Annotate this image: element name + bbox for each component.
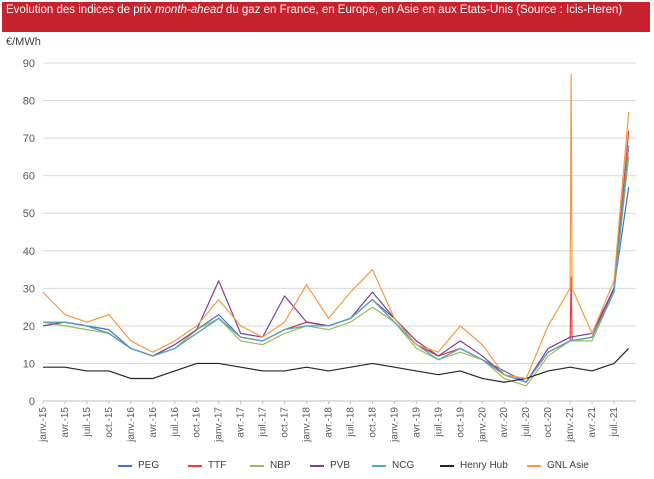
legend-label: GNL Asie [547,460,589,471]
series-line-ncg [43,145,630,383]
y-tick-label-0: 0 [29,396,35,408]
x-tick-label-juil.-21: juil.-21 [609,407,620,438]
y-tick-label-20: 20 [23,321,35,333]
legend-swatch [250,464,264,467]
x-tick-label-janv.-19: janv.-19 [389,407,400,443]
series-line-peg [43,186,630,383]
legend-item-pvb: PVB [310,460,350,471]
legend-swatch [118,464,132,467]
legend-label: PEG [138,460,160,471]
legend: PEG TTF NBP PVB NCG Henry Hub GNL Asie [0,460,654,474]
series-line-henry-hub [43,348,630,383]
x-tick-label-juil.-15: juil.-15 [82,407,93,438]
legend-label: NCG [392,460,415,471]
x-tick-label-avr.-16: avr.-16 [148,407,159,438]
series-line-nbp [42,156,630,387]
y-tick-label-90: 90 [23,58,35,70]
x-tick-label-oct.-16: oct.-16 [192,407,203,438]
legend-swatch [440,464,454,467]
x-tick-label-juil.-18: juil.-18 [345,407,356,438]
legend-swatch [372,464,386,467]
x-tick-label-oct.-15: oct.-15 [104,407,115,438]
y-tick-label-70: 70 [23,133,35,145]
x-tick-label-avr.-15: avr.-15 [60,407,71,438]
x-tick-label-janv.-20: janv.-20 [477,407,488,443]
x-tick-label-oct.-19: oct.-19 [455,407,466,438]
x-tick-label-juil.-20: juil.-20 [521,407,532,438]
x-tick-label-juil.-19: juil.-19 [433,407,444,438]
legend-item-henry-hub: Henry Hub [440,460,508,471]
legend-label: TTF [208,460,227,471]
series-line-gnl-asie [42,73,630,380]
chart-title: Evolution des indices de prix month-ahea… [2,2,650,32]
legend-label: Henry Hub [460,460,508,471]
chart-title-prefix: Evolution des indices de prix [6,4,155,16]
legend-item-gnl-asie: GNL Asie [527,460,589,471]
chart-title-suffix: du gaz en France, en Europe, en Asie en … [222,4,623,16]
x-tick-label-janv.-21: janv.-21 [565,407,576,443]
legend-item-ncg: NCG [372,460,414,471]
x-tick-label-avr.-19: avr.-19 [411,407,422,438]
x-tick-label-avr.-21: avr.-21 [587,407,598,438]
legend-swatch [188,464,202,467]
x-tick-label-oct.-18: oct.-18 [367,407,378,438]
legend-item-nbp: NBP [250,460,291,471]
x-tick-label-janv.-16: janv.-16 [126,407,137,443]
legend-swatch [310,464,324,467]
legend-swatch [527,464,541,467]
legend-item-ttf: TTF [188,460,226,471]
x-tick-label-janv.-15: janv.-15 [38,407,49,443]
legend-label: NBP [270,460,291,471]
y-axis-unit: €/MWh [6,36,41,48]
chart-title-italic: month-ahead [154,4,223,16]
x-tick-label-avr.-18: avr.-18 [324,407,335,438]
y-tick-label-50: 50 [23,208,35,220]
x-tick-label-avr.-20: avr.-20 [499,407,510,438]
y-tick-label-80: 80 [23,96,35,108]
x-tick-label-juil.-17: juil.-17 [258,407,269,438]
y-tick-label-10: 10 [23,358,35,370]
legend-item-peg: PEG [118,460,159,471]
y-tick-label-60: 60 [23,171,35,183]
x-tick-label-janv.-18: janv.-18 [302,407,313,443]
y-tick-label-40: 40 [23,246,35,258]
x-tick-label-oct.-17: oct.-17 [280,407,291,438]
y-tick-label-30: 30 [23,283,35,295]
x-tick-label-oct.-20: oct.-20 [543,407,554,438]
series-line-pvb [42,145,630,383]
x-tick-label-juil.-16: juil.-16 [170,407,181,438]
x-tick-label-janv.-17: janv.-17 [214,407,225,443]
legend-label: PVB [330,460,351,471]
x-tick-label-avr.-17: avr.-17 [236,407,247,438]
